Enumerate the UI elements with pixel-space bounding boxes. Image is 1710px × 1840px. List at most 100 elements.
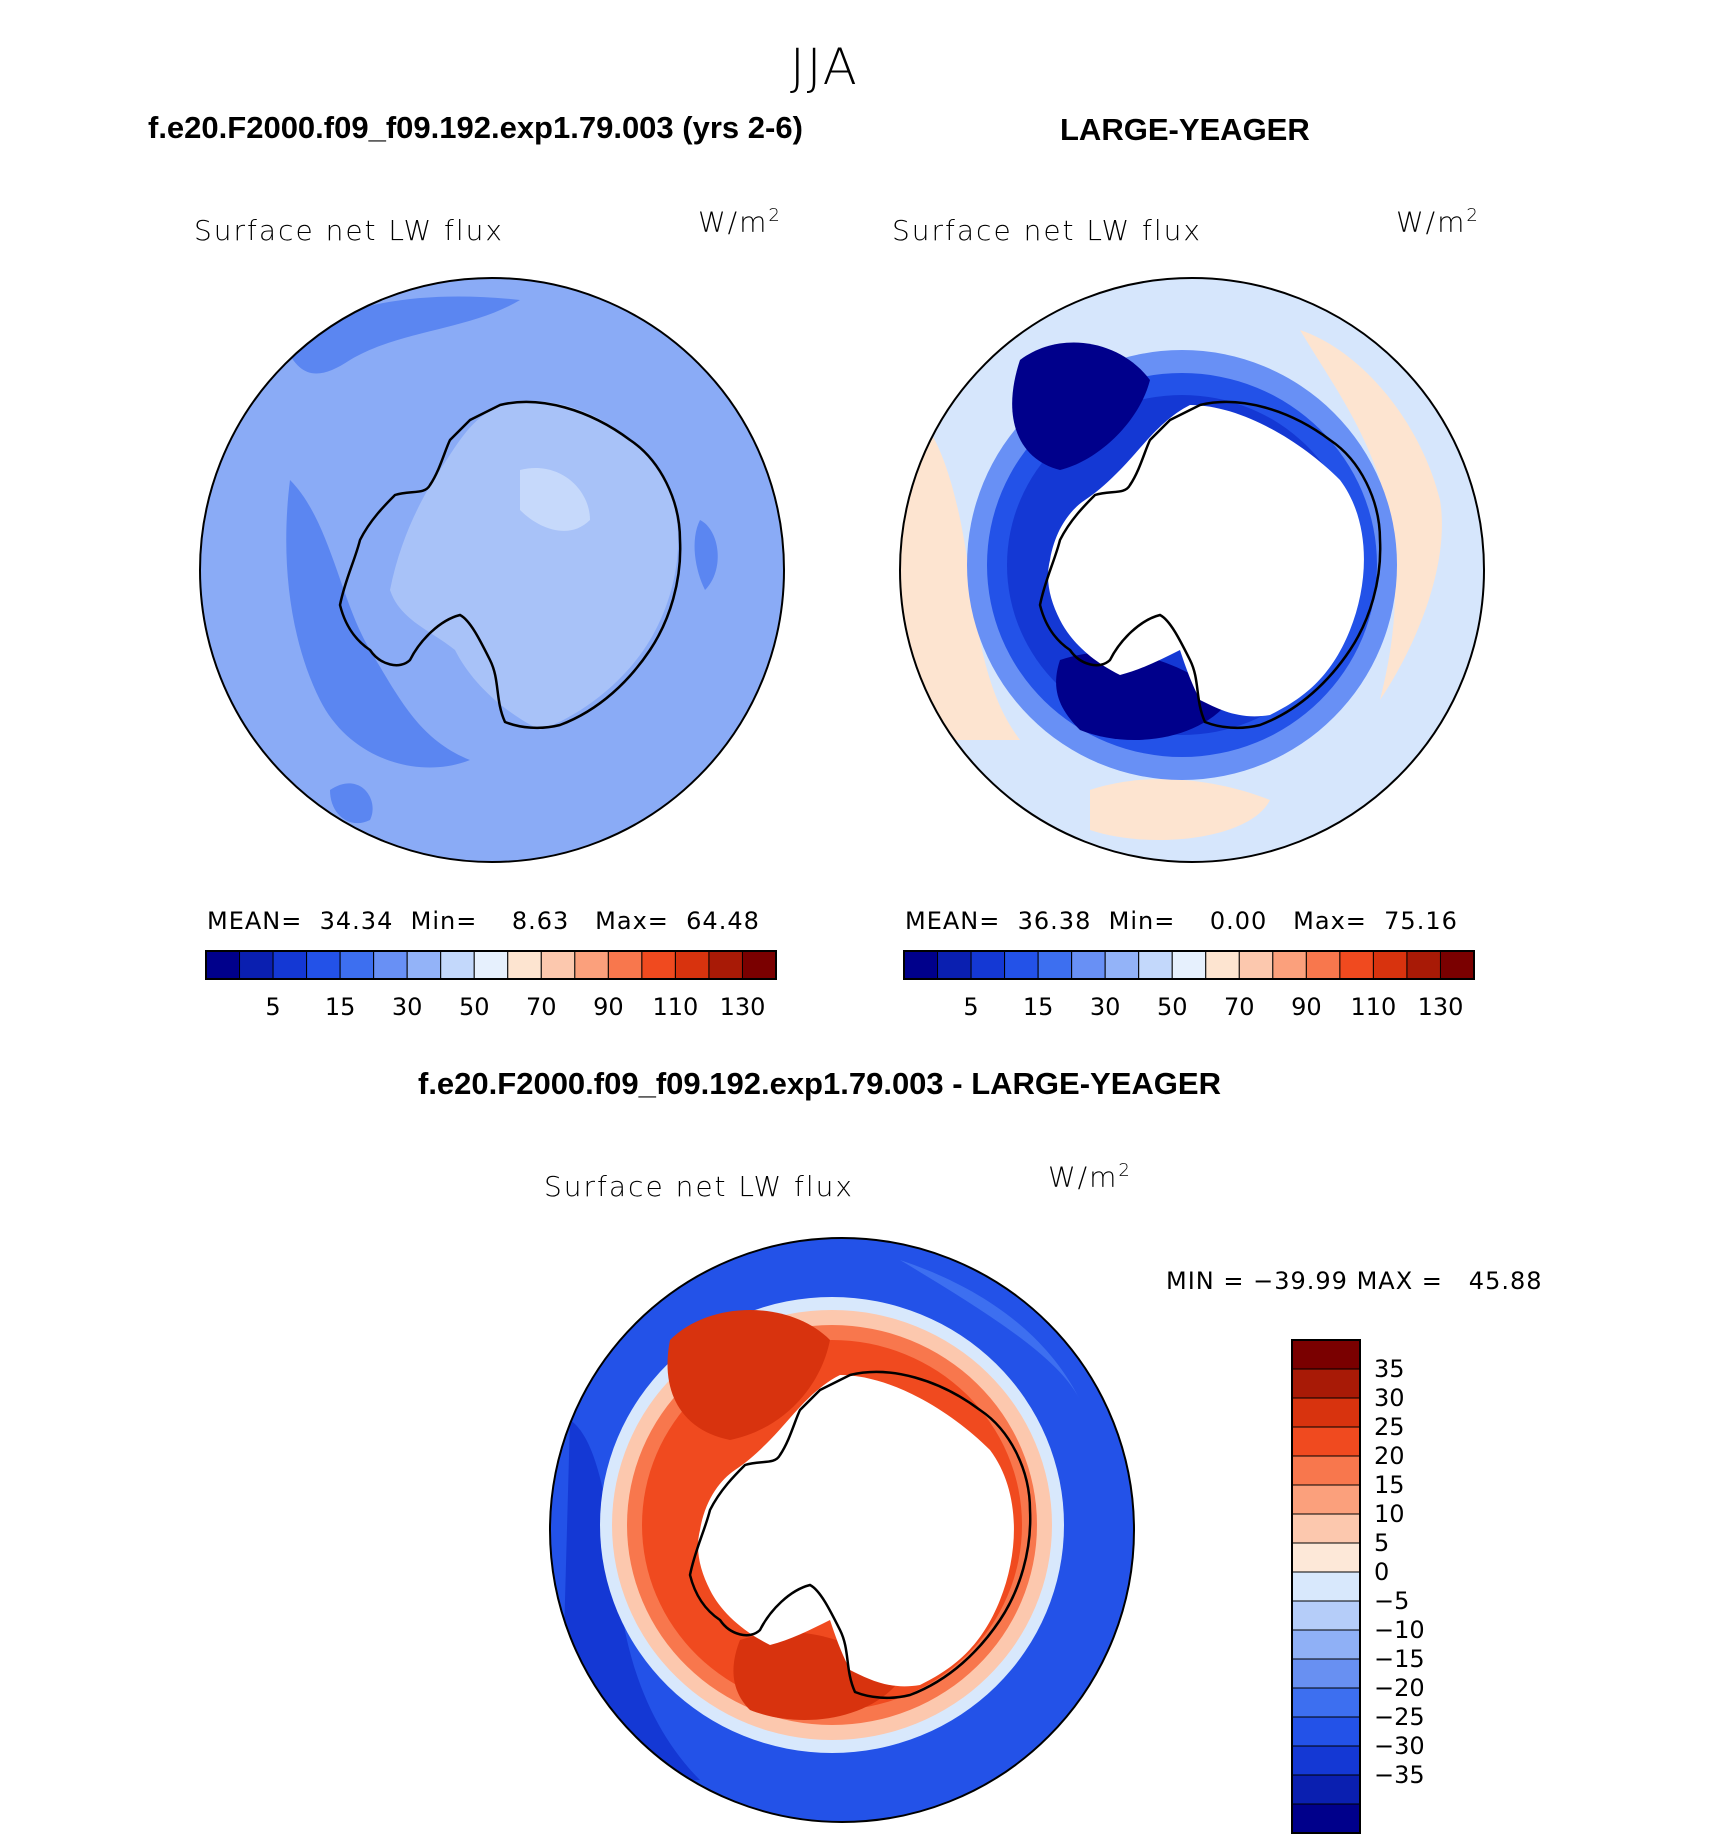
colorbar-swatch: [1291, 1339, 1361, 1370]
model-field-label: Surface net LW flux: [194, 214, 504, 247]
colorbar-swatch: [1291, 1745, 1361, 1776]
colorbar-tick-label: 70: [1224, 993, 1255, 1021]
model-map-patch: [520, 468, 590, 531]
colorbar-swatch: [272, 950, 308, 980]
colorbar-swatch: [473, 950, 509, 980]
colorbar-frame: [1291, 1339, 1361, 1834]
colorbar-tick-label: 70: [526, 993, 557, 1021]
colorbar-tick-label: 90: [593, 993, 624, 1021]
obs-map-patch: [900, 400, 1020, 740]
colorbar-swatch: [1071, 950, 1106, 980]
obs-map: [899, 277, 1485, 863]
colorbar-swatch: [937, 950, 972, 980]
colorbar-tick-label: −30: [1374, 1732, 1425, 1760]
model-stats: MEAN= 34.34 Min= 8.63 Max= 64.48: [207, 907, 760, 935]
colorbar-swatch: [1291, 1774, 1361, 1805]
colorbar-swatch: [1037, 950, 1073, 980]
obs-map-coastline: [1038, 400, 1382, 730]
colorbar-swatch: [440, 950, 475, 980]
colorbar-tick-label: 30: [392, 993, 423, 1021]
colorbar-swatch: [1291, 1513, 1361, 1544]
colorbar-tick-label: 20: [1374, 1442, 1405, 1470]
colorbar-swatch: [1291, 1571, 1361, 1602]
colorbar-swatch: [1291, 1629, 1361, 1660]
obs-map-border: [899, 277, 1485, 863]
colorbar-swatch: [1291, 1484, 1361, 1515]
colorbar-swatch: [1138, 950, 1173, 980]
colorbar-swatch: [1406, 950, 1441, 980]
colorbar-swatch: [903, 950, 939, 980]
colorbar-tick-label: 50: [1157, 993, 1188, 1021]
obs-map-deep: [1012, 342, 1150, 470]
colorbar-tick-label: 50: [459, 993, 490, 1021]
colorbar-swatch: [1291, 1716, 1361, 1747]
colorbar-frame: [205, 950, 777, 980]
obs-units-label: W/m2: [1396, 205, 1480, 239]
colorbar-swatch: [1291, 1426, 1361, 1457]
colorbar-swatch: [1439, 950, 1475, 980]
obs-stats: MEAN= 36.38 Min= 0.00 Max= 75.16: [905, 907, 1458, 935]
colorbar-swatch: [641, 950, 676, 980]
colorbar-tick-label: 15: [1374, 1471, 1405, 1499]
diff-map-peak: [667, 1310, 830, 1440]
colorbar-tick-label: 25: [1374, 1413, 1405, 1441]
colorbar-tick-label: −10: [1374, 1616, 1425, 1644]
colorbar-tick-label: −25: [1374, 1703, 1425, 1731]
colorbar-swatch: [1291, 1455, 1361, 1486]
colorbar-tick-label: 110: [653, 993, 699, 1021]
colorbar-tick-label: 5: [963, 993, 978, 1021]
colorbar-swatch: [1171, 950, 1207, 980]
colorbar-swatch: [674, 950, 710, 980]
model-map-patch: [694, 520, 718, 590]
colorbar-swatch: [1291, 1368, 1361, 1399]
obs-colorbar: 5 15 30 50 70 90 110 130: [903, 950, 1475, 1021]
colorbar-swatch: [239, 950, 274, 980]
colorbar-swatch: [406, 950, 442, 980]
colorbar-swatch: [1238, 950, 1274, 980]
model-map-patch: [330, 783, 373, 824]
colorbar-swatch: [205, 950, 241, 980]
colorbar-swatch: [1291, 1658, 1361, 1689]
colorbar-tick-label: 15: [1023, 993, 1054, 1021]
colorbar-tick-label: 30: [1374, 1384, 1405, 1412]
colorbar-swatch: [970, 950, 1006, 980]
model-map-patch: [286, 480, 470, 768]
colorbar-tick-label: −15: [1374, 1645, 1425, 1673]
obs-map-patch: [1090, 779, 1270, 840]
colorbar-swatch: [1291, 1803, 1361, 1834]
diff-field-label: Surface net LW flux: [544, 1170, 854, 1203]
colorbar-swatch: [607, 950, 643, 980]
colorbar-tick-label: 30: [1090, 993, 1121, 1021]
colorbar-swatch: [1372, 950, 1408, 980]
colorbar-swatch: [1291, 1687, 1361, 1718]
colorbar-tick-label: −5: [1374, 1587, 1409, 1615]
colorbar-swatch: [1305, 950, 1341, 980]
colorbar-swatch: [1339, 950, 1374, 980]
colorbar-tick-label: −20: [1374, 1674, 1425, 1702]
colorbar-swatch: [507, 950, 542, 980]
colorbar-swatch: [1291, 1542, 1361, 1573]
diff-stats: MIN = −39.99 MAX = 45.88: [1166, 1267, 1543, 1295]
colorbar-tick-label: 5: [1374, 1529, 1389, 1557]
model-map-border: [199, 277, 785, 863]
colorbar-tick-label: −35: [1374, 1761, 1425, 1789]
colorbar-tick-label: 15: [325, 993, 356, 1021]
model-units-label: W/m2: [698, 205, 782, 239]
model-map: [199, 277, 785, 863]
colorbar-tick-label: 130: [1418, 993, 1464, 1021]
diff-units-label: W/m2: [1048, 1160, 1132, 1194]
colorbar-tick-label: 0: [1374, 1558, 1389, 1586]
colorbar-swatch: [339, 950, 375, 980]
colorbar-swatch: [741, 950, 777, 980]
model-map-land: [390, 401, 679, 730]
colorbar-swatch: [306, 950, 341, 980]
diff-map: [549, 1237, 1135, 1823]
diff-map-coastline: [688, 1370, 1032, 1700]
model-map-coastline: [338, 400, 682, 730]
colorbar-tick-label: 35: [1374, 1355, 1405, 1383]
colorbar-tick-label: 5: [265, 993, 280, 1021]
obs-map-patch: [1300, 330, 1442, 700]
colorbar-tick-label: 110: [1351, 993, 1397, 1021]
